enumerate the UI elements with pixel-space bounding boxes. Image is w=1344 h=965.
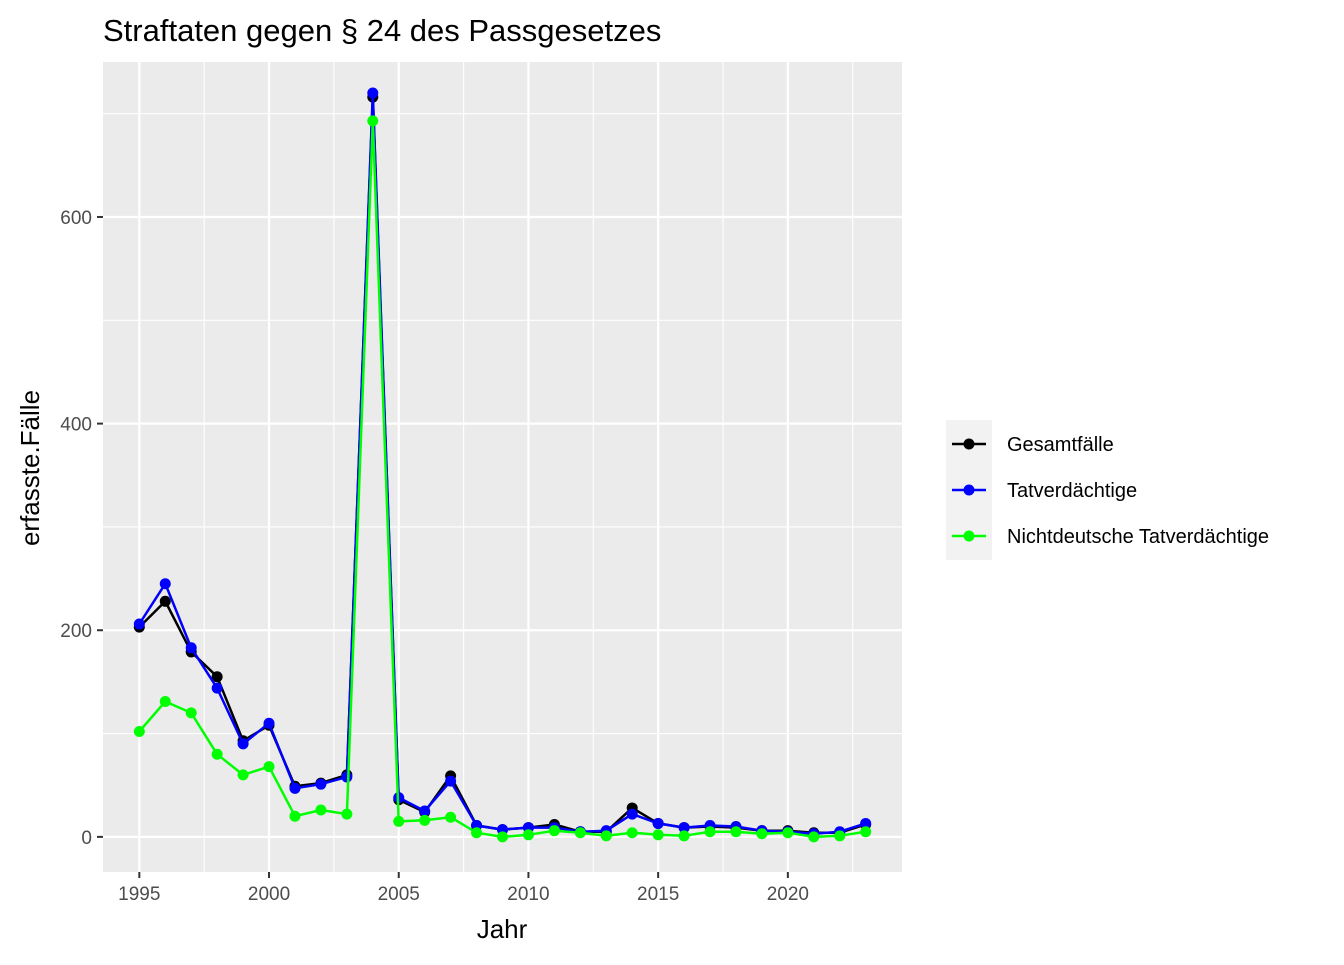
data-point	[678, 822, 690, 834]
data-point	[133, 618, 145, 630]
data-point	[185, 707, 197, 719]
data-point	[834, 830, 846, 842]
data-point	[159, 696, 171, 708]
legend-key-point	[963, 530, 975, 542]
legend-label: Tatverdächtige	[1007, 480, 1137, 502]
legend: Gesamtfälle Tatverdächtige Nichtdeutsche T…	[946, 420, 1269, 560]
legend-label: Gesamtfälle	[1007, 434, 1114, 456]
data-point	[211, 682, 223, 694]
data-point	[808, 831, 820, 843]
axes: 1995 2000 2005 2010 2015 2020 0 200 400 600	[60, 208, 809, 905]
y-tick-label: 200	[60, 621, 92, 642]
legend-key-point	[963, 484, 975, 496]
legend-item: Nichtdeutsche Tatverdächtige	[952, 526, 1269, 548]
y-tick-label: 400	[60, 415, 92, 436]
plot-panel	[103, 62, 902, 872]
y-tick-label: 600	[60, 208, 92, 229]
y-tick-label: 0	[81, 828, 92, 849]
x-tick-label: 2005	[378, 884, 420, 905]
data-point	[367, 87, 379, 99]
data-point	[497, 831, 508, 843]
data-point	[860, 826, 872, 838]
data-point	[574, 827, 586, 839]
data-point	[367, 115, 379, 127]
data-point	[445, 811, 457, 823]
data-point	[730, 826, 742, 838]
data-point	[133, 725, 145, 737]
series-3	[133, 115, 872, 843]
data-point	[237, 769, 249, 781]
data-point	[211, 671, 223, 683]
data-point	[626, 827, 638, 839]
data-point	[678, 830, 690, 842]
chart-title: Straftaten gegen § 24 des Passgesetzes	[103, 13, 661, 48]
data-point	[419, 814, 431, 826]
y-axis-title: erfasste.Fälle	[15, 390, 45, 546]
data-point	[782, 827, 794, 839]
data-point	[159, 595, 171, 607]
legend-label: Nichtdeutsche Tatverdächtige	[1007, 526, 1269, 548]
x-tick-label: 2020	[767, 884, 809, 905]
data-point	[600, 830, 612, 842]
x-tick-label: 2015	[637, 884, 679, 905]
legend-item: Gesamtfälle	[952, 434, 1114, 456]
x-tick-label: 1995	[118, 884, 160, 905]
data-point	[289, 782, 301, 794]
data-point	[626, 808, 638, 820]
data-point	[704, 826, 716, 838]
data-point	[159, 578, 171, 590]
data-point	[211, 748, 223, 760]
data-point	[289, 810, 301, 822]
data-point	[341, 771, 353, 783]
data-point	[756, 828, 768, 840]
legend-key-point	[963, 438, 975, 450]
data-point	[860, 817, 872, 829]
data-point	[263, 717, 275, 729]
series-layer	[133, 87, 872, 843]
data-point	[652, 817, 664, 829]
data-point	[652, 829, 664, 841]
x-tick-label: 2010	[507, 884, 549, 905]
data-point	[471, 827, 483, 839]
data-point	[237, 738, 249, 750]
data-point	[522, 829, 534, 841]
data-point	[419, 805, 431, 817]
data-point	[445, 775, 457, 787]
legend-item: Tatverdächtige	[952, 480, 1137, 502]
x-axis-title: Jahr	[477, 914, 528, 944]
data-point	[341, 808, 353, 820]
data-point	[548, 825, 560, 837]
data-point	[315, 804, 327, 816]
data-point	[263, 761, 275, 773]
data-point	[393, 815, 405, 827]
data-point	[315, 778, 327, 790]
x-tick-label: 2000	[248, 884, 290, 905]
data-point	[185, 642, 197, 654]
